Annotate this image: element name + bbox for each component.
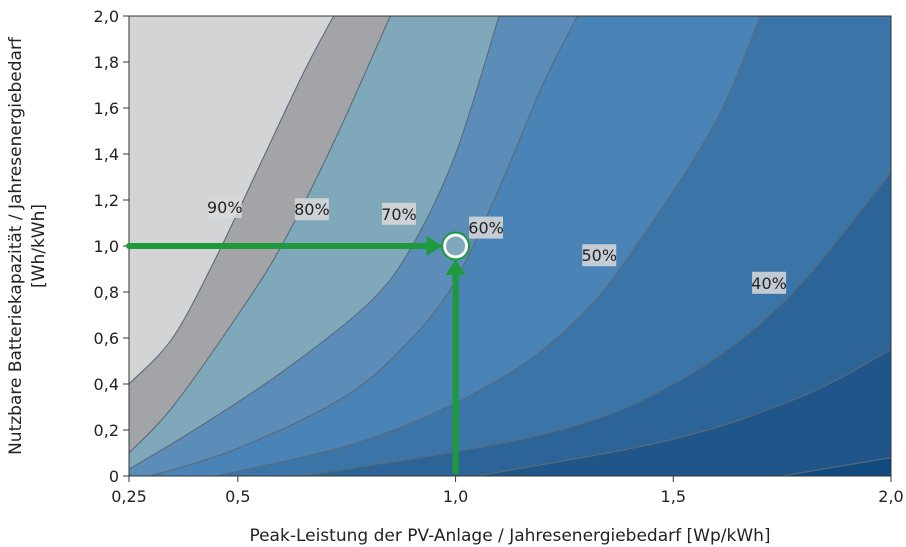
y-tick-label: 2,0 [94, 7, 119, 26]
level-label-bg [381, 202, 416, 225]
level-label-bg [752, 271, 787, 294]
y-tick-label: 0,4 [94, 375, 119, 394]
y-axis-title-line-1: Nutzbare Batteriekapazität / Jahresenerg… [6, 36, 26, 455]
level-label-bg [207, 195, 242, 218]
contour-line-80pct [129, 16, 391, 454]
contour-level-labels: 90% 80% 70% 60% 50% 40% [207, 195, 787, 294]
y-tick-label: 0,6 [94, 329, 119, 348]
y-axis-ticks: 0 0,2 0,4 0,6 0,8 1,0 1,2 1,4 1,6 1,8 2,0 [94, 7, 129, 486]
level-label: 80% [294, 200, 330, 219]
reading-arrows [126, 231, 471, 475]
level-label: 40% [751, 274, 787, 293]
y-tick-label: 1,4 [94, 145, 119, 164]
x-tick-label: 0,25 [111, 487, 147, 506]
highlight-point-ring [443, 233, 469, 259]
level-label: 90% [207, 198, 243, 217]
y-tick-label: 0,2 [94, 421, 119, 440]
contour-line-40pct [303, 172, 891, 476]
x-tick-label: 1,0 [443, 487, 468, 506]
y-tick-label: 0 [109, 467, 119, 486]
y-tick-label: 1,2 [94, 191, 119, 210]
level-label-bg [582, 244, 617, 267]
level-label: 60% [468, 219, 504, 238]
contour-line-60pct [150, 16, 578, 476]
x-axis-ticks: 0,25 0,5 1,0 1,5 2,0 [111, 476, 904, 506]
level-label-bg [294, 198, 329, 221]
y-axis-title-line-2: [Wh/kWh] [29, 204, 49, 288]
arrow-head [445, 259, 466, 275]
level-label: 50% [581, 246, 617, 265]
contour-line-90pct [129, 16, 335, 385]
x-axis-title: Peak-Leistung der PV-Anlage / Jahresener… [249, 526, 770, 546]
y-tick-label: 1,8 [94, 53, 119, 72]
contour-lines [129, 16, 891, 476]
y-tick-label: 0,8 [94, 283, 119, 302]
contour-line-50pct [215, 16, 761, 476]
arrow-head [426, 236, 443, 256]
x-tick-label: 1,5 [661, 487, 686, 506]
highlight-point [441, 231, 471, 261]
contour-line-30pct [477, 349, 891, 476]
contour-line-20pct [782, 457, 891, 476]
x-tick-label: 2,0 [878, 487, 903, 506]
level-label: 70% [381, 205, 417, 224]
x-tick-label: 0,5 [225, 487, 250, 506]
y-tick-label: 1,6 [94, 99, 119, 118]
contour-line-70pct [129, 16, 500, 470]
level-label-bg [469, 216, 504, 239]
y-tick-label: 1,0 [94, 237, 119, 256]
